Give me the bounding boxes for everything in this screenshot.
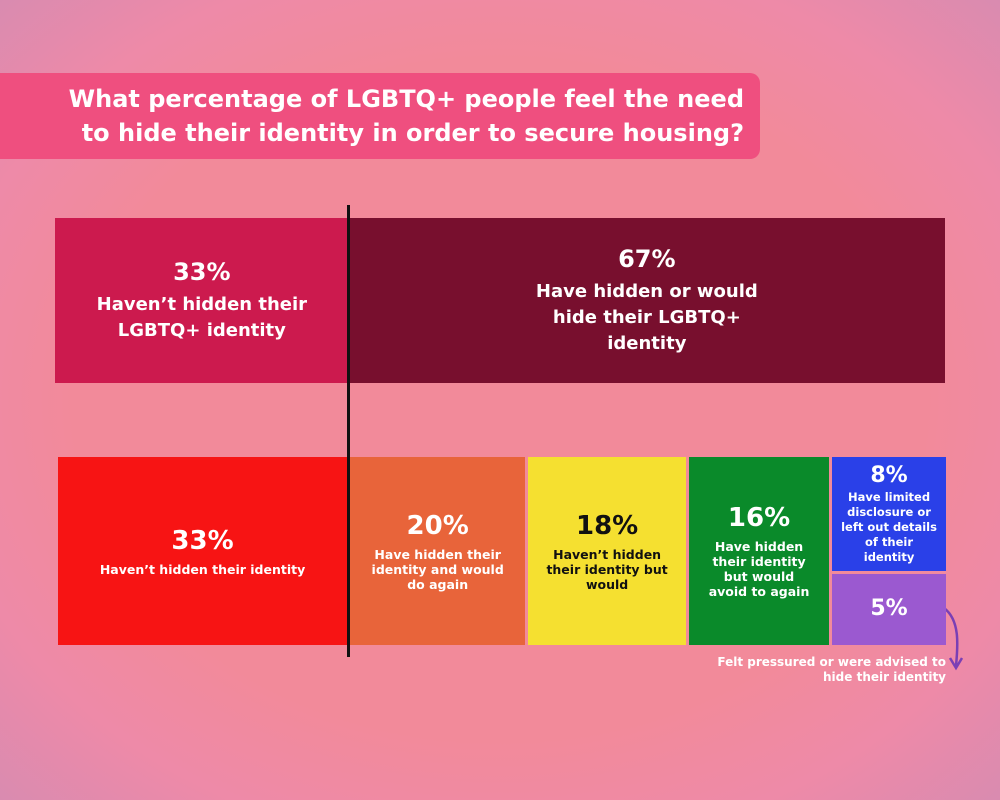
arrow xyxy=(943,607,964,671)
segment-block: 16% Have hidden their identity but would … xyxy=(688,457,830,645)
value-label: 67% xyxy=(618,244,676,273)
group-block: 67% Have hidden or would hide their LGBTQ… xyxy=(348,218,945,383)
value-label: 18% xyxy=(575,510,639,541)
segment-block: 20% Have hidden their identity and would … xyxy=(350,457,526,645)
segment-block: 5% xyxy=(832,573,946,645)
value-label: 33% xyxy=(171,525,234,556)
value-label: 5% xyxy=(870,595,908,621)
segment-block: 33% Haven’t hidden their identity xyxy=(58,457,348,645)
segment-label: Have hidden their identity but would avo… xyxy=(708,539,810,599)
segment-label: Haven’t hidden their identity but would xyxy=(546,546,668,592)
segment-block: 18% Haven’t hidden their identity but wou… xyxy=(528,457,686,645)
value-label: 16% xyxy=(727,503,791,533)
group-label: Have hidden or would hide their LGBTQ+ i… xyxy=(535,280,758,354)
divider-line xyxy=(347,205,350,657)
group-label: Haven’t hidden their LGBTQ+ identity xyxy=(96,293,308,341)
group-block: 33% Haven’t hidden their LGBTQ+ identity xyxy=(55,218,349,383)
value-label: 20% xyxy=(406,510,469,541)
segment-label: Have hidden their identity and would do … xyxy=(371,546,504,592)
segment-label: Have limited disclosure or left out deta… xyxy=(841,489,937,564)
value-label: 8% xyxy=(870,462,908,488)
value-label: 33% xyxy=(173,257,231,286)
segment-block: 8% Have limited disclosure or left out de… xyxy=(832,457,946,571)
chart-title: What percentage of LGBTQ+ people feel th… xyxy=(0,73,760,159)
segment-label: Haven’t hidden their identity xyxy=(99,561,306,577)
segment-caption: Felt pressured or were advised to hide t… xyxy=(717,655,946,684)
